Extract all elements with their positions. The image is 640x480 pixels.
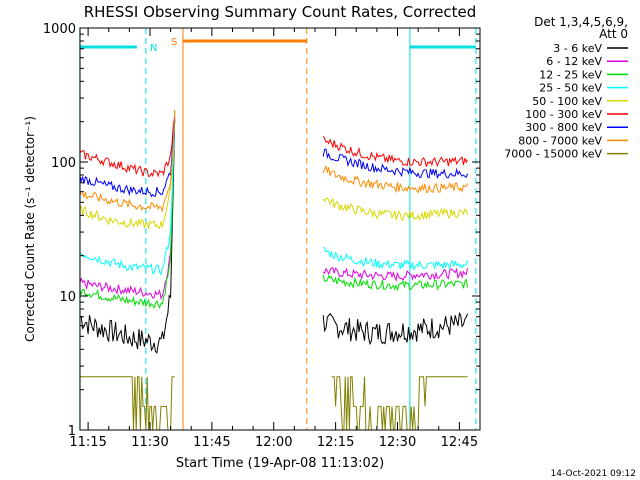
y-tick-label: 10	[59, 290, 76, 305]
x-axis-label: Start Time (19-Apr-08 11:13:02)	[176, 456, 384, 471]
series-line-6-segment-0	[79, 117, 176, 198]
x-axis: 11:15 11:30 11:45 12:00 12:15 12:30 12:45	[69, 28, 481, 450]
plot-frame	[79, 27, 481, 431]
x-tick-label: 12:30	[379, 435, 416, 450]
legend-label-3: 25 - 50 keV	[539, 82, 602, 95]
legend-label-6: 300 - 800 keV	[525, 121, 602, 134]
x-tick-label: 12:45	[441, 435, 478, 450]
night-flag-label: N	[150, 43, 157, 54]
x-tick-label: 11:45	[193, 435, 230, 450]
series-line-4-segment-1	[322, 197, 469, 222]
series-line-1-segment-1	[322, 267, 469, 282]
series-line-7-segment-0	[79, 109, 176, 213]
legend-header-line-2: Att 0	[599, 27, 628, 41]
series-line-3-segment-1	[322, 246, 469, 272]
series-line-5-segment-0	[79, 116, 176, 178]
series-line-6-segment-1	[322, 148, 469, 179]
series-line-2-segment-0	[79, 110, 176, 310]
series-line-7-segment-1	[322, 164, 469, 194]
legend-label-7: 800 - 7000 keV	[518, 134, 602, 147]
x-tick-label: 11:15	[69, 435, 106, 450]
chart-title: RHESSI Observing Summary Count Rates, Co…	[84, 3, 477, 21]
annotation-layer: NS	[79, 28, 477, 430]
x-tick-label: 11:30	[131, 435, 168, 450]
legend-label-1: 6 - 12 keV	[546, 55, 602, 68]
series-line-5-segment-1	[322, 136, 469, 168]
x-tick-label: 12:00	[255, 435, 292, 450]
y-tick-label: 1000	[43, 22, 76, 37]
saa-flag-label: S	[171, 37, 177, 48]
series-line-8-segment-1	[331, 376, 468, 431]
x-tick-label: 12:15	[317, 435, 354, 450]
legend-label-8: 7000 - 15000 keV	[504, 148, 602, 161]
series-line-3-segment-0	[79, 110, 176, 276]
legend-label-0: 3 - 6 keV	[553, 42, 602, 55]
series-layer	[79, 109, 469, 431]
y-tick-label: 1	[68, 424, 76, 439]
series-line-2-segment-1	[322, 274, 469, 292]
y-tick-label: 100	[51, 156, 76, 171]
generation-timestamp: 14-Oct-2021 09:12	[551, 469, 636, 479]
legend-label-2: 12 - 25 keV	[539, 68, 602, 81]
y-axis: 1 10 100 1000	[43, 22, 480, 439]
legend-label-5: 100 - 300 keV	[525, 108, 602, 121]
legend-header-line-1: Det 1,3,4,5,6,9,	[534, 15, 628, 29]
y-axis-label: Corrected Count Rate (s⁻¹ detector⁻¹)	[23, 116, 37, 342]
series-line-4-segment-0	[79, 113, 176, 230]
series-line-0-segment-1	[322, 312, 469, 346]
series-line-1-segment-0	[79, 115, 176, 300]
legend-label-4: 50 - 100 keV	[532, 95, 602, 108]
series-line-0-segment-0	[79, 119, 176, 354]
series-line-8-segment-0	[79, 376, 175, 431]
